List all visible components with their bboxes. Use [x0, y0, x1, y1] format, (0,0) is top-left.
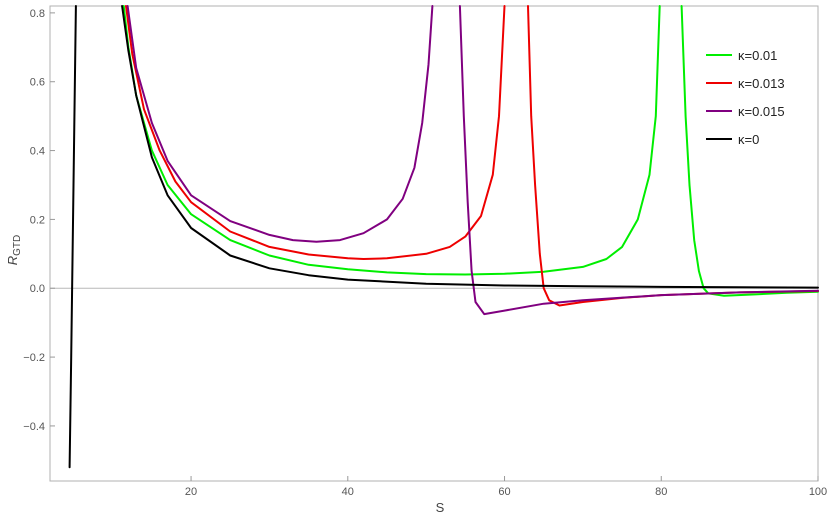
- x-ticks: 20 40 60 80 100: [185, 476, 827, 498]
- y-tick-label: 0.0: [30, 283, 45, 295]
- y-tick-label: 0.8: [30, 8, 45, 20]
- y-tick-label: −0.4: [23, 421, 45, 433]
- y-ticks: −0.4 −0.2 0.0 0.2 0.4 0.6 0.8: [23, 8, 55, 433]
- legend-label: κ=0: [738, 132, 759, 147]
- legend: κ=0.01 κ=0.013 κ=0.015 κ=0: [706, 48, 785, 147]
- series-group: [68, 5, 819, 469]
- series-line-3-segment-0: [68, 5, 77, 469]
- series-line-0-segment-1: [680, 5, 819, 297]
- y-tick-label: −0.2: [23, 352, 45, 364]
- x-tick-label: 60: [498, 486, 510, 498]
- x-axis-title: S: [436, 500, 445, 515]
- series-line-2-segment-1: [458, 5, 819, 316]
- series-line-3-segment-1: [121, 5, 819, 289]
- x-tick-label: 100: [809, 486, 827, 498]
- legend-label: κ=0.013: [738, 76, 785, 91]
- y-axis-title-sub: GTD: [12, 235, 23, 256]
- plot-frame: [49, 5, 819, 482]
- y-axis-title: RGTD: [5, 235, 23, 266]
- y-axis-title-main: R: [5, 256, 20, 265]
- x-tick-label: 80: [655, 486, 667, 498]
- y-tick-label: 0.4: [30, 146, 45, 158]
- series-line-1-segment-0: [125, 5, 506, 260]
- legend-label: κ=0.01: [738, 48, 777, 63]
- y-tick-label: 0.6: [30, 77, 45, 89]
- series-line-2-segment-0: [126, 5, 434, 243]
- series-line-0-segment-0: [122, 5, 661, 276]
- x-tick-label: 40: [342, 486, 354, 498]
- legend-label: κ=0.015: [738, 104, 785, 119]
- x-tick-label: 20: [185, 486, 197, 498]
- y-tick-label: 0.2: [30, 214, 45, 226]
